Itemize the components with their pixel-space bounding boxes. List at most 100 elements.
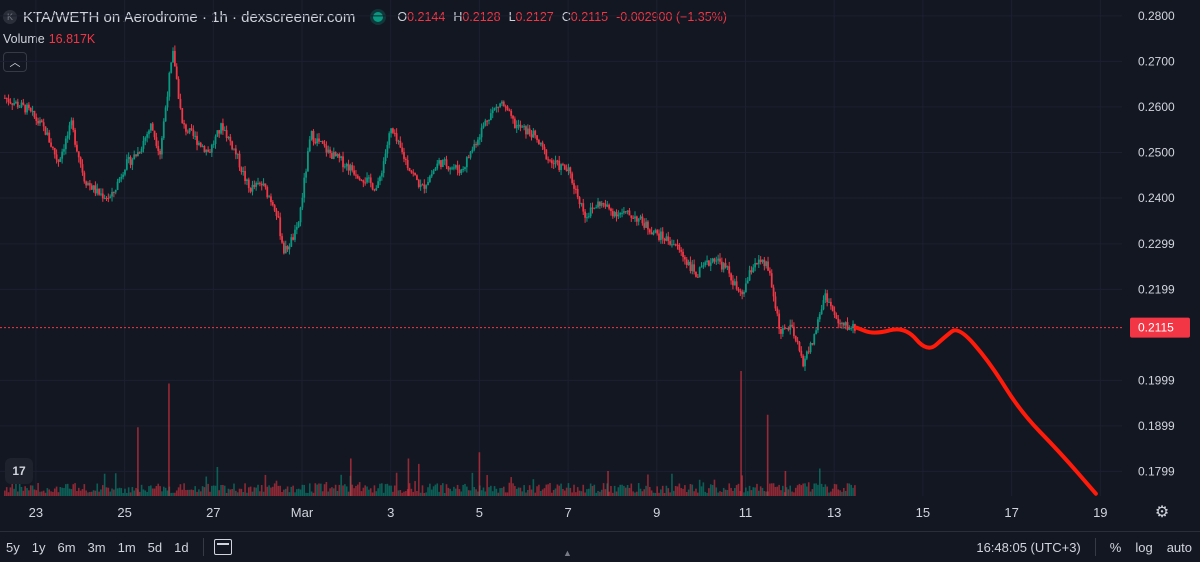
projection-line — [854, 325, 1098, 496]
candle-body — [532, 130, 535, 138]
volume-bar — [464, 483, 466, 496]
candle-body — [236, 153, 239, 155]
volume-bar — [543, 488, 546, 496]
volume-bar — [151, 488, 154, 496]
volume-bar — [813, 483, 816, 496]
volume-bar — [41, 491, 43, 496]
range-3m-button[interactable]: 3m — [87, 539, 106, 555]
candle-body — [129, 156, 132, 165]
volume-bar — [190, 489, 193, 496]
volume-bar — [270, 487, 272, 496]
chart-title[interactable]: KTA/WETH on Aerodrome · 1h · dexscreener… — [23, 8, 356, 26]
percent-scale-button[interactable]: % — [1109, 539, 1122, 555]
candle-body — [663, 238, 666, 241]
volume-bar — [602, 483, 605, 496]
volume-bar — [796, 485, 799, 496]
candle-body — [719, 258, 721, 262]
candle-body — [155, 137, 158, 146]
range-1d-button[interactable]: 1d — [174, 539, 189, 555]
price-chart[interactable]: 0.2800 0.2700 0.2600 0.2500 0.2400 0.2299 0.21… — [0, 0, 1200, 531]
volume-bar — [477, 491, 479, 496]
price-axis[interactable]: 0.2800 0.2700 0.2600 0.2500 0.2400 0.2299 0.21… — [1138, 9, 1175, 479]
candle-body — [417, 179, 420, 188]
volume-spike — [349, 458, 352, 496]
volume-bar — [425, 492, 427, 496]
collapse-legend-button[interactable]: ︿ — [3, 52, 27, 72]
candle-body — [144, 137, 147, 141]
candle-body — [584, 211, 587, 218]
candle-body — [702, 265, 705, 267]
volume-bar — [427, 487, 429, 496]
volume-bar — [634, 492, 636, 496]
candle-body — [467, 157, 470, 159]
candle-body — [203, 146, 206, 153]
candle-body — [441, 159, 444, 168]
candle-body — [111, 191, 113, 197]
candle-body — [525, 126, 527, 135]
volume-bar — [223, 485, 226, 496]
volume-bar — [118, 487, 121, 496]
candle-body — [513, 118, 516, 129]
volume-bar — [246, 492, 248, 496]
candle-body — [427, 181, 429, 186]
volume-bar — [207, 483, 209, 496]
volume-bar — [678, 483, 681, 496]
volume-bar — [656, 486, 658, 496]
candle-body — [824, 293, 827, 301]
y-tick-label: 0.1999 — [1138, 373, 1175, 387]
time-axis[interactable]: 23 25 27 Mar 3 5 7 9 11 13 15 17 19 — [29, 505, 1108, 520]
candle-body — [539, 142, 542, 145]
candle-body — [556, 160, 559, 162]
gear-icon[interactable]: ⚙ — [1154, 504, 1170, 521]
volume-bar — [436, 483, 439, 496]
volume-bar — [262, 491, 265, 496]
panel-resize-handle[interactable]: ▲ — [563, 548, 572, 558]
volume-bar — [449, 488, 452, 496]
candle-body — [39, 120, 41, 124]
volume-bar — [841, 491, 843, 496]
range-1y-button[interactable]: 1y — [31, 539, 46, 555]
volume-bar — [186, 489, 189, 496]
y-tick-label: 0.2500 — [1138, 145, 1175, 159]
volume-bar — [722, 487, 725, 496]
volume-bar — [327, 491, 330, 496]
log-scale-button[interactable]: log — [1135, 539, 1153, 555]
candle-body — [732, 280, 734, 286]
price-change: -0.002900 (−1.35%) — [616, 10, 727, 24]
candle-body — [502, 101, 505, 107]
volume-bar — [138, 491, 141, 496]
volume-bar — [255, 487, 257, 496]
volume-bar — [133, 490, 136, 496]
candle-body — [730, 273, 732, 281]
volume-bar — [785, 487, 788, 496]
volume-bar — [87, 492, 89, 496]
calendar-icon[interactable] — [213, 539, 232, 555]
range-5d-button[interactable]: 5d — [147, 539, 163, 555]
candle-body — [77, 151, 80, 158]
range-1m-button[interactable]: 1m — [117, 539, 136, 555]
candle-body — [347, 163, 350, 171]
range-5y-button[interactable]: 5y — [6, 539, 20, 555]
volume-bar — [382, 492, 385, 496]
auto-scale-button[interactable]: auto — [1166, 539, 1192, 555]
candle-body — [15, 101, 17, 104]
volume-bar — [31, 485, 34, 496]
range-6m-button[interactable]: 6m — [57, 539, 76, 555]
candle-body — [619, 212, 622, 215]
volume-bar — [260, 484, 263, 496]
volume-bar — [216, 466, 219, 496]
volume-bar — [434, 484, 437, 496]
candle-body — [428, 176, 431, 182]
candle-body — [225, 130, 228, 138]
candle-body — [611, 211, 614, 217]
scale-tools: 16:48:05 (UTC+3) % log auto — [976, 532, 1192, 562]
volume-bar — [357, 484, 359, 496]
volume-bar — [247, 487, 250, 496]
volume-bar — [582, 484, 585, 496]
volume-bar — [249, 486, 252, 496]
volume-bar — [68, 488, 71, 496]
tradingview-logo[interactable]: 17 — [5, 458, 33, 484]
current-price-label-bg — [1130, 317, 1190, 338]
volume-bar — [70, 489, 73, 496]
volume-bar — [828, 492, 830, 496]
